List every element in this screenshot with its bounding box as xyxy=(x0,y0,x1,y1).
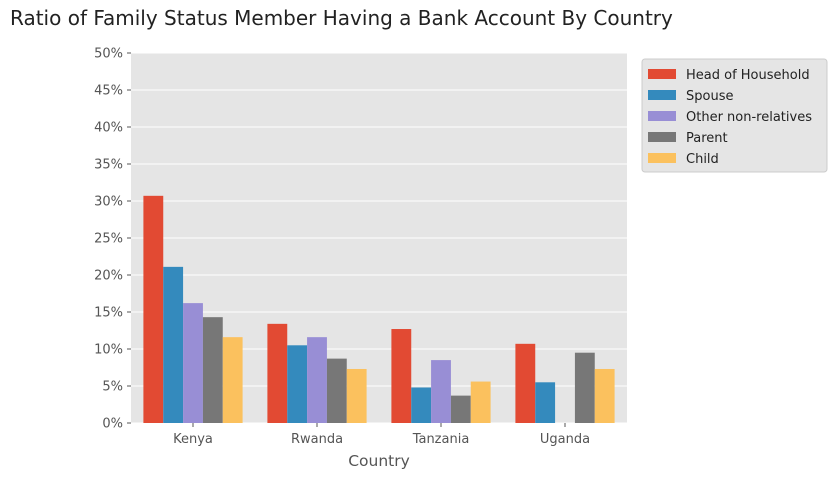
bar xyxy=(535,382,556,423)
y-tick-label: 50% xyxy=(94,47,123,62)
bar xyxy=(183,303,203,423)
legend-swatch xyxy=(648,69,676,79)
legend-box xyxy=(641,58,828,173)
y-tick-label: 35% xyxy=(94,158,123,173)
x-axis-title: Country xyxy=(348,452,410,470)
bar xyxy=(222,337,243,423)
y-tick-label: 15% xyxy=(94,306,123,321)
legend-swatch xyxy=(648,111,676,121)
legend-label: Head of Household xyxy=(686,68,810,83)
y-tick-label: 20% xyxy=(94,269,123,284)
x-tick-label: Uganda xyxy=(540,432,590,447)
chart-title: Ratio of Family Status Member Having a B… xyxy=(10,6,673,30)
y-tick-label: 25% xyxy=(94,232,123,247)
bar xyxy=(143,195,164,423)
bar xyxy=(287,345,308,423)
bar xyxy=(450,395,471,423)
legend-label: Child xyxy=(686,152,719,167)
bar xyxy=(431,360,451,423)
legend-label: Spouse xyxy=(686,89,733,104)
bar xyxy=(515,343,536,423)
bar xyxy=(470,381,491,423)
y-tick-label: 45% xyxy=(94,84,123,99)
y-tick-label: 5% xyxy=(102,380,123,395)
bar xyxy=(202,317,223,423)
y-tick-label: 40% xyxy=(94,121,123,136)
legend: Head of Household Spouse Other non-relativ… xyxy=(641,58,828,173)
y-tick-label: 0% xyxy=(102,417,123,432)
legend-swatch xyxy=(648,153,676,163)
legend-swatch xyxy=(648,90,676,100)
legend-label: Parent xyxy=(686,131,728,146)
bar xyxy=(307,337,327,423)
bars xyxy=(143,195,615,423)
x-tick-label: Kenya xyxy=(173,432,213,447)
bar xyxy=(326,358,347,423)
y-tick-label: 10% xyxy=(94,343,123,358)
x-tick-label: Rwanda xyxy=(291,432,343,447)
bar xyxy=(267,323,288,423)
bar xyxy=(594,368,615,423)
bar xyxy=(574,352,595,423)
y-tick-label: 30% xyxy=(94,195,123,210)
x-tick-label: Tanzania xyxy=(412,432,470,447)
x-axis-ticks: Kenya Rwanda Tanzania Uganda xyxy=(173,423,590,447)
bar xyxy=(163,266,184,423)
legend-swatch xyxy=(648,132,676,142)
bar xyxy=(346,368,367,423)
y-axis-ticks: 0% 5% 10% 15% 20% 25% 30% 35% 40% 45% 50% xyxy=(94,47,131,432)
legend-label: Other non-relatives xyxy=(686,110,812,125)
bar xyxy=(391,329,412,423)
bar xyxy=(411,387,432,423)
grid-lines xyxy=(131,52,627,424)
